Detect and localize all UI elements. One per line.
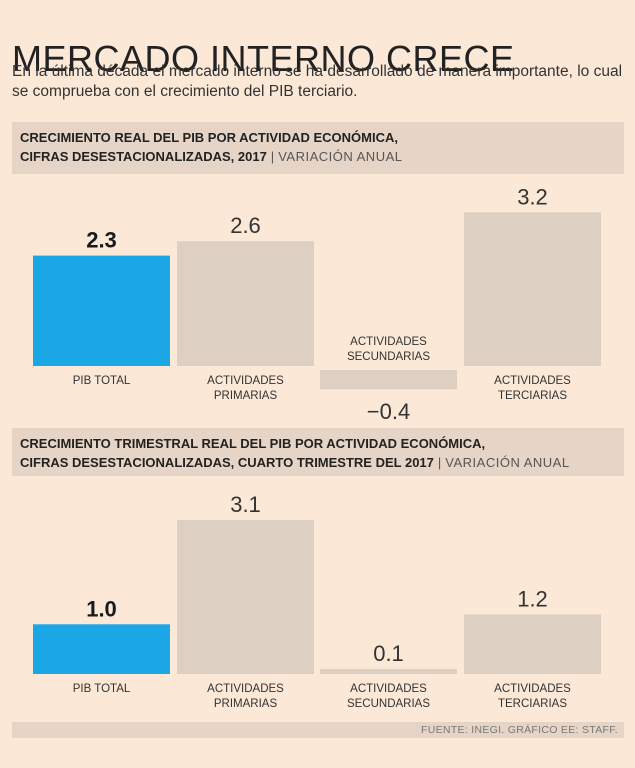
chart1-bar-3 — [320, 370, 457, 390]
chart2-separator: | — [437, 455, 442, 470]
chart2-category-label-1: PIB TOTAL — [73, 683, 131, 695]
chart1-title-line1: CRECIMIENTO REAL DEL PIB POR ACTIVIDAD E… — [20, 130, 398, 145]
chart1-header: CRECIMIENTO REAL DEL PIB POR ACTIVIDAD E… — [12, 122, 624, 174]
chart2-title-line1: CRECIMIENTO TRIMESTRAL REAL DEL PIB POR … — [20, 436, 486, 451]
chart2-bar-2 — [177, 519, 314, 674]
chart2-header: CRECIMIENTO TRIMESTRAL REAL DEL PIB POR … — [12, 428, 624, 476]
chart1-bar-1 — [33, 255, 170, 366]
chart2-category-label-2: ACTIVIDADES PRIMARIAS — [207, 683, 284, 710]
chart2-value-label-4: 1.2 — [517, 586, 548, 611]
chart2-value-label-2: 3.1 — [230, 492, 261, 517]
page-title: MERCADO INTERNO CRECE — [12, 38, 515, 80]
chart2-unit: VARIACIÓN ANUAL — [445, 455, 570, 470]
chart2-bar-3 — [320, 669, 457, 674]
chart2-plot: 1.0 PIB TOTAL 3.1 ACTIVIDADES PRIMARIAS 0.1 AC… — [33, 492, 601, 710]
chart1-category-label-4: ACTIVIDADES TERCIARIAS — [494, 375, 571, 402]
chart1-title-line2: CIFRAS DESESTACIONALIZADAS, 2017 — [20, 149, 267, 164]
chart1-value-label-2: 2.6 — [230, 213, 261, 238]
chart2-value-label-1: 1.0 — [86, 596, 117, 621]
chart2-category-label-4: ACTIVIDADES TERCIARIAS — [494, 683, 571, 710]
chart2-bar-4 — [464, 614, 601, 674]
chart1-bar-2 — [177, 241, 314, 366]
chart1-plot: 2.3 PIB TOTAL 2.6 ACTIVIDADES PRIMARIAS −0.4 A… — [33, 184, 601, 424]
page-subtitle: En la última década el mercado interno s… — [12, 63, 623, 100]
chart1-value-label-4: 3.2 — [517, 184, 548, 209]
chart1-value-label-3: −0.4 — [367, 399, 410, 424]
chart2-category-label-3: ACTIVIDADES SECUNDARIAS — [347, 683, 430, 710]
chart1-bar-4 — [464, 212, 601, 366]
source-note: FUENTE: INEGI. GRÁFICO EE: STAFF. — [12, 722, 624, 738]
chart1-separator: | — [270, 149, 275, 164]
chart1-unit: VARIACIÓN ANUAL — [278, 149, 403, 164]
chart1-value-label-1: 2.3 — [86, 228, 117, 253]
chart2-bar-1 — [33, 624, 170, 674]
chart1-category-label-2: ACTIVIDADES PRIMARIAS — [207, 375, 284, 402]
chart2-value-label-3: 0.1 — [373, 641, 404, 666]
chart1-category-label-3: ACTIVIDADES SECUNDARIAS — [347, 336, 430, 363]
chart2-title-line2: CIFRAS DESESTACIONALIZADAS, CUARTO TRIME… — [20, 455, 434, 470]
chart1-category-label-1: PIB TOTAL — [73, 375, 131, 387]
